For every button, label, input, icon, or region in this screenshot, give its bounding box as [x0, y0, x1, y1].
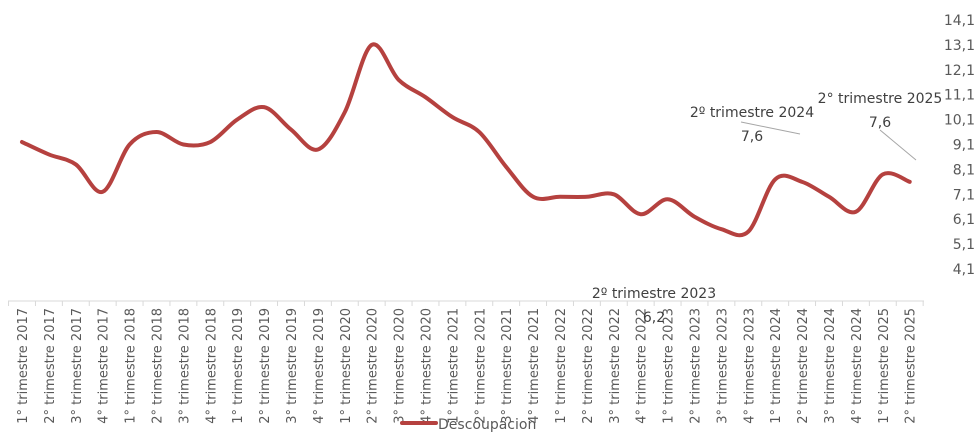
x-tick-label: 2° trimestre 2023	[689, 308, 704, 424]
x-tick-label: 2° trimestre 2021	[473, 308, 488, 424]
x-tick-label: 2° trimestre 2019	[258, 308, 273, 424]
x-tick-label: 3° trimestre 2017	[70, 308, 85, 424]
x-tick-label: 1° trimestre 2017	[16, 308, 31, 424]
annotation-label: 2° trimestre 2025	[818, 91, 943, 107]
annotation-leader	[740, 121, 801, 135]
x-tick-label: 4° trimestre 2024	[850, 308, 865, 424]
y-tick-label: 4,1	[953, 262, 975, 278]
x-tick-label: 3° trimestre 2018	[177, 308, 192, 424]
legend-label: Descoupacion	[438, 417, 536, 432]
x-tick-label: 2° trimestre 2022	[581, 308, 596, 424]
y-tick-label: 6,1	[953, 212, 975, 228]
legend: Descoupacion	[400, 417, 536, 432]
x-tick-label: 4° trimestre 2021	[527, 308, 542, 424]
y-tick-label: 7,1	[953, 187, 975, 203]
x-tick-label: 1° trimestre 2022	[554, 308, 569, 424]
annotation-leader	[879, 129, 917, 161]
x-tick-label: 2° trimestre 2025	[904, 308, 919, 424]
x-tick-label: 3° trimestre 2019	[285, 308, 300, 424]
x-tick-label: 1° trimestre 2018	[124, 308, 139, 424]
series-line	[20, 42, 912, 238]
x-axis: 1° trimestre 2017 2° trimestre 2017 3° tri…	[8, 300, 924, 424]
x-tick-label: 2° trimestre 2020	[366, 308, 381, 424]
annotation-value: 7,6	[869, 115, 891, 131]
x-tick-label: 4° trimestre 2022	[635, 308, 650, 424]
x-tick-label: 1° trimestre 2019	[231, 308, 246, 424]
annotation-label: 2º trimestre 2023	[592, 286, 716, 302]
y-tick-label: 8,1	[953, 162, 975, 178]
x-tick-label: 4° trimestre 2017	[97, 308, 112, 424]
x-tick-label: 3° trimestre 2023	[715, 308, 730, 424]
x-tick-label: 1° trimestre 2021	[446, 308, 461, 424]
x-tick-label: 2° trimestre 2017	[43, 308, 58, 424]
annotation-value: 7,6	[741, 129, 763, 145]
x-tick-label: 1° trimestre 2023	[662, 308, 677, 424]
y-tick-label: 13,1	[944, 38, 975, 54]
x-tick-label: 1° trimestre 2020	[339, 308, 354, 424]
y-tick-label: 9,1	[953, 138, 975, 154]
annotation-value: 6,2	[643, 310, 665, 326]
series-descoupacion	[20, 42, 912, 238]
y-axis: 4,1 5,1 6,1 7,1 8,1 9,1 10,1 11,1 12,1 13,1 14,1	[944, 13, 975, 278]
x-tick-label: 2° trimestre 2018	[151, 308, 166, 424]
y-tick-label: 11,1	[944, 88, 975, 104]
y-tick-label: 14,1	[944, 13, 975, 29]
x-tick-label: 2° trimestre 2024	[796, 308, 811, 424]
x-tick-label: 4° trimestre 2023	[742, 308, 757, 424]
annotations: 2º trimestre 2023 6,2 2º trimestre 2024 7,6…	[592, 91, 942, 326]
y-tick-label: 12,1	[944, 63, 975, 79]
x-tick-label: 1° trimestre 2024	[769, 308, 784, 424]
x-tick-label: 4° trimestre 2019	[312, 308, 327, 424]
y-tick-label: 5,1	[953, 237, 975, 253]
x-tick-label: 3° trimestre 2024	[823, 308, 838, 424]
x-tick-label: 3° trimestre 2022	[608, 308, 623, 424]
annotation-label: 2º trimestre 2024	[690, 105, 814, 121]
x-tick-label: 1° trimestre 2025	[877, 308, 892, 424]
x-tick-label: 3° trimestre 2021	[500, 308, 515, 424]
x-tick-label: 4° trimestre 2018	[204, 308, 219, 424]
x-tick-label: 3° trimestre 2020	[393, 308, 408, 424]
y-tick-label: 10,1	[944, 113, 975, 129]
x-tick-label: 4° trimestre 2020	[420, 308, 435, 424]
